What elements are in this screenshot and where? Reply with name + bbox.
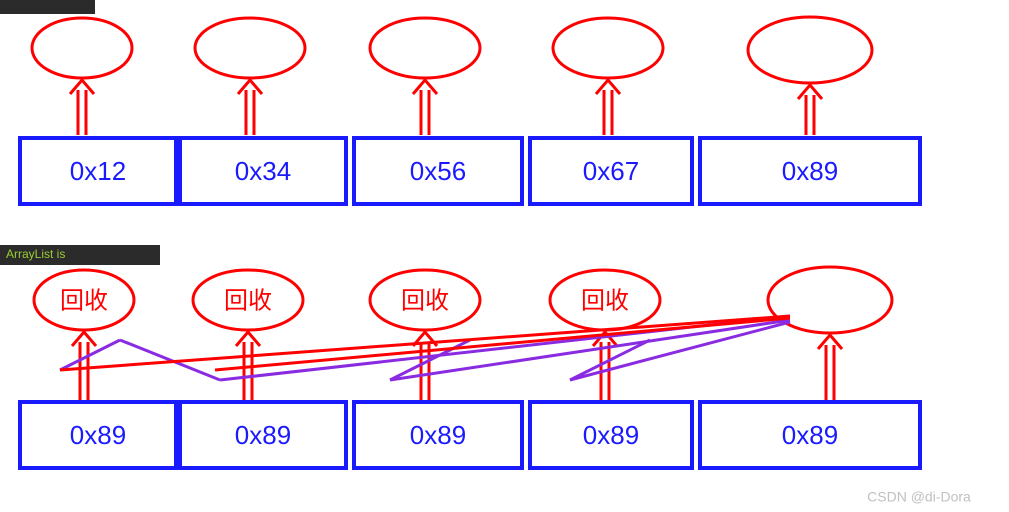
top-cell-label-2: 0x56 — [410, 156, 466, 186]
bottom-cell-label-0: 0x89 — [70, 420, 126, 450]
bottom-arrow-head-1 — [236, 332, 260, 346]
bottom-cell-label-1: 0x89 — [235, 420, 291, 450]
bottom-tab-label: ArrayList is — [6, 247, 65, 261]
bottom-ellipse-text-1: 回收 — [224, 287, 272, 314]
top-cell-label-4: 0x89 — [782, 156, 838, 186]
top-cell-label-1: 0x34 — [235, 156, 291, 186]
top-arrow-head-0 — [70, 80, 94, 94]
bottom-ellipse-text-2: 回收 — [401, 287, 449, 314]
top-arrow-head-1 — [238, 80, 262, 94]
watermark: CSDN @di-Dora — [867, 489, 971, 505]
top-ellipse-1 — [195, 18, 305, 78]
top-cell-label-3: 0x67 — [583, 156, 639, 186]
top-ellipse-2 — [370, 18, 480, 78]
top-arrow-head-2 — [413, 80, 437, 94]
bottom-cell-label-2: 0x89 — [410, 420, 466, 450]
bottom-cell-label-3: 0x89 — [583, 420, 639, 450]
top-arrow-head-4 — [798, 85, 822, 99]
bottom-ellipse-text-3: 回收 — [581, 287, 629, 314]
bottom-ellipse-text-0: 回收 — [60, 287, 108, 314]
top-ellipse-4 — [748, 17, 872, 83]
top-ellipse-3 — [553, 18, 663, 78]
bottom-cell-label-4: 0x89 — [782, 420, 838, 450]
top-ellipse-0 — [32, 18, 132, 78]
top-tab — [0, 0, 95, 14]
top-cell-label-0: 0x12 — [70, 156, 126, 186]
bottom-arrow-head-4 — [818, 335, 842, 349]
top-arrow-head-3 — [596, 80, 620, 94]
bottom-arrow-head-0 — [72, 332, 96, 346]
